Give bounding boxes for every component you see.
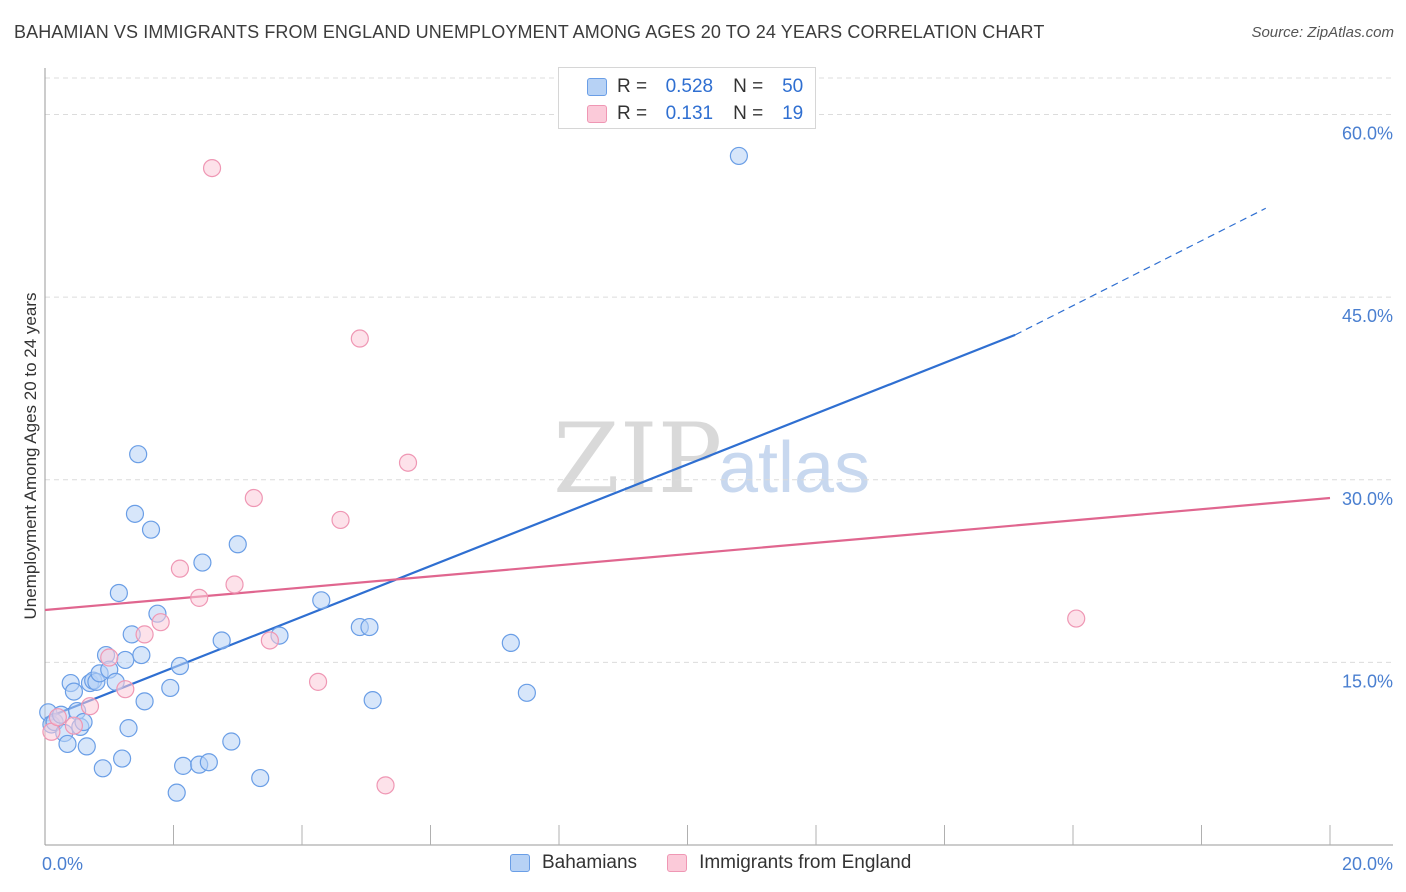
bahamian-point (170, 656, 190, 676)
england-point (151, 613, 170, 632)
bahamian-point (116, 650, 135, 670)
bahamian-point (112, 749, 132, 768)
blue-swatch-icon (587, 78, 607, 96)
bahamian-point (363, 691, 382, 710)
legend-n-value: 50 (782, 76, 804, 97)
england-point (398, 453, 418, 472)
england-point (331, 510, 350, 530)
england-point (135, 625, 154, 644)
england-point (225, 575, 244, 594)
england-point (116, 680, 135, 699)
bahamian-point (93, 759, 112, 778)
bahamian-point (212, 631, 231, 650)
correlation-legend: R = 0.528 N = 50 R = 0.131 N = 19 (558, 67, 816, 129)
trend-line-bahamians (44, 333, 1016, 720)
watermark-atlas: atlas (718, 428, 870, 508)
england-point (170, 559, 190, 578)
england-point (376, 776, 395, 795)
bahamian-point (141, 520, 161, 539)
england-point (244, 488, 263, 508)
bahamian-point (77, 737, 96, 756)
england-point (308, 672, 328, 691)
bahamian-point (222, 732, 241, 751)
bahamian-point (312, 591, 331, 610)
england-point (190, 588, 209, 607)
england-point (350, 329, 369, 348)
legend-r-value: 0.131 (665, 103, 714, 124)
bahamian-point (135, 692, 154, 711)
legend-n-value: 19 (782, 103, 804, 124)
bahamian-point (167, 783, 186, 802)
england-point (1067, 609, 1086, 628)
bahamian-point (360, 617, 379, 637)
y-tick-label: 45.0% (1342, 306, 1393, 326)
legend-row-england: R = 0.131 N = 19 (587, 102, 803, 126)
legend-n-label: N = (733, 76, 764, 97)
legend-item-england: Immigrants from England (667, 852, 911, 874)
bahamian-point (174, 756, 193, 775)
chart-source: Source: ZipAtlas.com (1251, 24, 1394, 41)
x-tick-label: 20.0% (1342, 854, 1393, 874)
bahamian-point (58, 734, 77, 754)
legend-n-label: N = (733, 103, 764, 124)
bahamian-point (64, 682, 84, 701)
chart-title: BAHAMIAN VS IMMIGRANTS FROM ENGLAND UNEM… (14, 22, 1045, 42)
grid (45, 77, 1393, 663)
england-point (48, 708, 67, 727)
legend-r-label: R = (617, 76, 648, 97)
bahamian-point (251, 768, 270, 788)
watermark-zip: ZIP (553, 403, 722, 515)
bahamian-point (125, 504, 145, 523)
england-point (80, 697, 100, 716)
bahamian-point (517, 683, 536, 702)
bahamian-point (199, 753, 218, 772)
tick-labels: 15.0% 30.0% 45.0% 60.0% 0.0% 20.0% (42, 124, 1393, 874)
series-legend: Bahamians Immigrants from England (510, 852, 941, 874)
y-tick-label: 30.0% (1342, 489, 1393, 509)
bahamian-point (501, 633, 520, 653)
england-point (202, 158, 222, 178)
england-point (260, 631, 279, 650)
y-tick-label: 60.0% (1342, 124, 1393, 144)
bahamian-point (129, 445, 148, 464)
bahamian-point (228, 535, 247, 554)
legend-label-england: Immigrants from England (699, 852, 912, 873)
trend-lines (44, 207, 1331, 720)
england-point (100, 648, 119, 667)
bahamian-point (193, 553, 212, 572)
england-point (64, 716, 84, 735)
legend-row-bahamians: R = 0.528 N = 50 (587, 75, 803, 99)
trend-extension-bahamians (1014, 207, 1267, 336)
pink-swatch-icon (667, 854, 688, 872)
y-axis-label: Unemployment Among Ages 20 to 24 years (21, 293, 40, 620)
data-points (39, 146, 1086, 802)
legend-r-value: 0.528 (665, 76, 714, 97)
bahamian-point (132, 645, 151, 665)
pink-swatch-icon (587, 105, 607, 123)
bahamian-point (161, 678, 180, 698)
legend-r-label: R = (617, 103, 648, 124)
blue-swatch-icon (510, 854, 530, 872)
bahamian-point (109, 583, 128, 603)
y-tick-label: 15.0% (1342, 671, 1393, 691)
legend-label-bahamians: Bahamians (542, 852, 638, 873)
legend-item-bahamians: Bahamians (510, 852, 637, 874)
trend-line-england (44, 496, 1331, 612)
bahamian-point (119, 719, 138, 738)
x-tick-label: 0.0% (42, 854, 83, 874)
bahamian-point (729, 146, 749, 166)
